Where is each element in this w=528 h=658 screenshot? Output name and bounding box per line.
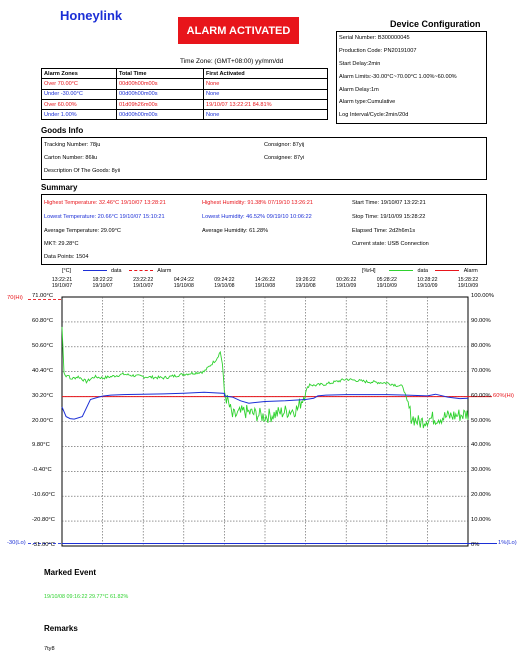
mkt: MKT: 29.28°C (44, 241, 79, 247)
marked-event-title: Marked Event (44, 568, 97, 577)
alarm-zones-table: Alarm Zones Total Time First Activated O… (41, 67, 328, 121)
y-left-tick-label: -10.60°C (32, 492, 55, 499)
x-tick-label: 14:26:22 19/10/08 (254, 277, 276, 289)
hum-low-limit-label: 1%(Lo) (498, 539, 517, 546)
tracking-number: Tracking Number: 78ju (44, 142, 101, 148)
average-humidity: Average Humidity: 61.28% (202, 228, 269, 234)
x-tick-label: 00:26:22 19/10/09 (336, 277, 357, 289)
device-line: Serial Number: B300000045 (339, 35, 410, 41)
legend-unit-humidity: [%rH] (362, 268, 376, 274)
hum-high-limit-label: 60%(Hi) (493, 392, 514, 399)
current-state: Current state: USB Connection (352, 241, 429, 247)
average-temperature: Average Temperature: 29.09°C (44, 228, 121, 234)
x-tick-label: 23:22:22 19/10/07 (133, 277, 154, 289)
y-left-tick-label: 60.80°C (32, 317, 54, 324)
consignor: Consignor: 87yij (264, 142, 305, 148)
device-config-title: Device Configuration (390, 19, 481, 29)
legend-hum-data: data (417, 268, 428, 274)
start-time: Start Time: 19/10/07 13:22:21 (352, 200, 426, 206)
x-tick-label: 15:28:22 19/10/09 (457, 277, 479, 289)
device-line: Alarm Delay:1m (339, 86, 379, 93)
legend-temp-data: data (111, 268, 122, 274)
consignee: Consignee: 87yi (264, 155, 305, 161)
y-right-tick-label: 40.00% (471, 442, 491, 449)
legend-left: [°C] data Alarm (62, 268, 171, 274)
timezone-label: Time Zone: (GMT+08:00) yy/mm/dd (180, 58, 284, 65)
x-tick-label: 10:28:22 19/10/09 (417, 277, 438, 289)
y-left-tick-label: 9.80°C (32, 442, 50, 449)
summary-box: Highest Temperature: 32.46°C 19/10/07 13… (41, 194, 487, 265)
y-left-tick-label: 71.00°C (32, 293, 54, 299)
device-line: Alarm Limits:-30.00°C~70.00°C 1.00%~60.0… (339, 73, 457, 80)
y-right-tick-label: 80.00% (471, 342, 491, 349)
temp-high-limit-label: 70(Hi) (7, 295, 23, 302)
highest-humidity: Highest Humidity: 91.38% 07/19/10 13:26:… (202, 200, 314, 206)
legend-temp-alarm-swatch (129, 270, 154, 272)
device-line: Log Interval/Cycle:2min/20d (339, 112, 409, 119)
y-right-tick-label: 10.00% (471, 517, 491, 524)
elapsed-time: Elapsed Time: 2d2h6m1s (352, 228, 416, 234)
device-config-box: Serial Number: B300000045 Production Cod… (336, 31, 487, 124)
x-tick-label: 04:24:22 19/10/08 (173, 277, 194, 289)
table-row: Under 1.00% 00d00h00m00s None (41, 109, 328, 121)
legend-temp-swatch (82, 270, 107, 272)
y-left-tick-label: -20.80°C (32, 517, 55, 524)
legend-right: [%rH] data Alarm (362, 268, 478, 274)
y-left-tick-label: 40.40°C (32, 367, 54, 374)
alarm-banner: ALARM ACTIVATED (178, 17, 299, 44)
y-right-tick-label: 70.00% (471, 367, 491, 374)
x-tick-label: 05:28:22 19/10/09 (376, 277, 397, 289)
carton-number: Carton Number: 86liu (44, 155, 98, 161)
summary-title: Summary (41, 183, 78, 192)
goods-description: Description Of The Goods: 8yii (44, 168, 121, 174)
y-left-tick-label: 50.60°C (32, 342, 54, 349)
y-right-tick-label: 20.00% (471, 492, 491, 499)
stop-time: Stop Time: 19/10/09 15:28:22 (352, 214, 426, 220)
legend-hum-alarm-swatch (435, 270, 460, 272)
legend-hum-alarm: Alarm (463, 268, 478, 274)
device-line: Production Code: PN20191007 (339, 47, 417, 54)
temperature-series-line (61, 391, 469, 420)
y-left-tick-label: 20.00°C (32, 417, 54, 424)
goods-info-box: Tracking Number: 78ju Consignor: 87yij C… (41, 137, 487, 180)
y-left-tick-label: -31.00°C (32, 542, 55, 548)
y-left-tick-label: -0.40°C (32, 467, 52, 474)
y-right-tick-label: 0% (471, 542, 480, 548)
remarks-text: 7ty8 (44, 646, 55, 652)
lowest-temperature: Lowest Temperature: 20.66°C 19/10/07 15:… (44, 214, 165, 220)
y-right-tick-label: 60.00% (471, 392, 491, 399)
legend-temp-alarm: Alarm (157, 268, 172, 274)
lowest-humidity: Lowest Humidity: 46.52% 09/19/10 10:06:2… (202, 214, 312, 220)
data-points: Data Points: 1504 (44, 254, 89, 260)
y-right-tick-label: 30.00% (471, 467, 491, 474)
x-tick-label: 13:22:21 19/10/07 (51, 277, 73, 289)
x-tick-label: 19:26:22 19/10/08 (295, 277, 316, 289)
marked-event-text: 19/10/08 09:16:22 29.77°C 61.82% (44, 594, 129, 600)
goods-info-title: Goods Info (41, 126, 84, 135)
first-cell: None (203, 109, 328, 121)
legend-unit-celsius: [°C] (62, 268, 72, 274)
remarks-title: Remarks (44, 624, 78, 633)
device-line: Start Delay:2min (339, 60, 381, 67)
x-tick-label: 09:24:22 19/10/08 (214, 277, 235, 289)
temp-low-limit-label: -30(Lo) (7, 539, 26, 546)
y-right-tick-label: 90.00% (471, 317, 491, 324)
brand-logo: Honeylink (60, 8, 123, 23)
legend-hum-swatch (388, 270, 413, 272)
highest-temperature: Highest Temperature: 32.46°C 19/10/07 13… (44, 200, 166, 206)
y-right-tick-label: 50.00% (471, 417, 491, 424)
y-left-tick-label: 30.20°C (32, 392, 54, 399)
humidity-series-line (61, 326, 469, 429)
y-right-tick-label: 100.00% (471, 293, 494, 299)
x-tick-label: 18:22:22 19/10/07 (92, 277, 113, 289)
device-line: Alarm type:Cumulative (339, 99, 396, 106)
